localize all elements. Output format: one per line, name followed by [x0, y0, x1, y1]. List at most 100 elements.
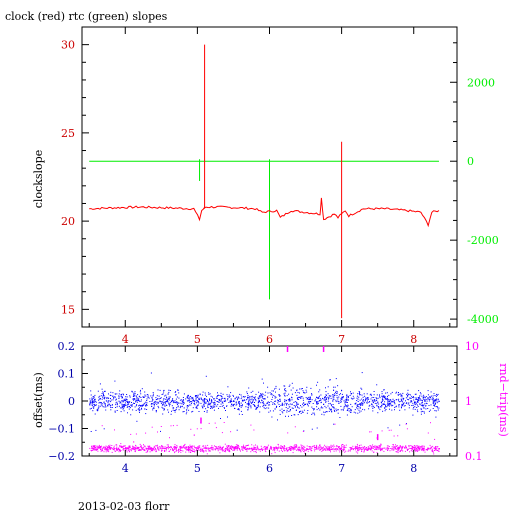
rnd-trip-point [190, 450, 192, 451]
offset-point [316, 403, 318, 405]
offset-point [436, 402, 438, 404]
offset-point [279, 409, 281, 411]
rnd-trip-point [99, 447, 101, 448]
rnd-trip-point [188, 446, 190, 448]
offset-point [221, 401, 223, 403]
offset-point [311, 413, 313, 415]
offset-point [216, 401, 218, 402]
offset-point [419, 396, 420, 398]
offset-point [159, 400, 161, 402]
offset-point [384, 407, 386, 409]
rnd-trip-point [320, 447, 322, 449]
offset-point [136, 397, 138, 399]
offset-point [424, 397, 426, 399]
offset-point [265, 404, 267, 406]
offset-point [333, 396, 335, 398]
rnd-trip-point [383, 447, 385, 449]
offset-point [232, 404, 234, 406]
rnd-trip-point [217, 446, 219, 447]
offset-point [139, 391, 141, 393]
offset-point [219, 395, 221, 396]
top-y2-tick-label: 2000 [467, 76, 495, 89]
rnd-trip-point [265, 447, 267, 449]
rnd-trip-point [429, 444, 431, 446]
offset-point [384, 396, 386, 397]
offset-point [433, 402, 435, 404]
bottom-x-tick-label: 5 [194, 462, 201, 475]
offset-point [246, 393, 248, 394]
offset-point [131, 402, 132, 403]
offset-point [186, 397, 188, 399]
offset-point [110, 407, 112, 408]
offset-point [258, 398, 260, 400]
offset-point [359, 394, 360, 396]
rnd-trip-point [332, 448, 333, 450]
offset-point [429, 396, 430, 398]
offset-point [407, 394, 409, 396]
rnd-trip-point [176, 450, 177, 452]
offset-point [177, 389, 179, 391]
rnd-trip-point [229, 448, 231, 450]
offset-point [379, 409, 381, 411]
rnd-trip-point [167, 444, 169, 446]
offset-point [178, 402, 180, 404]
rnd-trip-point [208, 422, 210, 424]
offset-point [200, 402, 202, 404]
offset-point [114, 397, 116, 399]
rnd-trip-point [259, 448, 261, 450]
rnd-trip-point [129, 446, 130, 448]
rnd-trip-point [400, 446, 402, 448]
rnd-trip-point [159, 446, 161, 448]
offset-point [394, 402, 396, 404]
offset-point [329, 379, 331, 381]
offset-point [101, 393, 103, 394]
offset-point [126, 403, 128, 405]
offset-point [303, 392, 305, 394]
rnd-trip-point [328, 449, 329, 451]
rnd-trip-point [97, 447, 99, 449]
rnd-trip-point [328, 449, 330, 451]
rnd-trip-point [303, 448, 305, 450]
offset-point [139, 411, 140, 413]
offset-point [121, 405, 123, 407]
offset-point [148, 397, 150, 399]
offset-point [284, 389, 285, 391]
rnd-trip-point [339, 448, 341, 450]
rnd-trip-point [108, 449, 110, 451]
offset-point [318, 396, 320, 398]
rnd-trip-point [228, 445, 230, 446]
offset-point [155, 411, 157, 413]
rnd-trip-point [313, 448, 315, 450]
offset-point [174, 391, 176, 393]
rnd-trip-point [363, 447, 365, 449]
rnd-trip-point [373, 451, 375, 453]
rnd-trip-point [170, 446, 172, 448]
offset-point [204, 400, 206, 402]
offset-point [301, 396, 303, 398]
offset-point [347, 405, 349, 407]
offset-point [104, 390, 106, 392]
rnd-trip-point [247, 447, 248, 449]
rnd-trip-point [160, 426, 162, 427]
offset-point [373, 391, 375, 392]
offset-point [254, 398, 256, 400]
rnd-trip-point [376, 446, 378, 448]
rnd-trip-point [245, 448, 246, 450]
rnd-trip-point [240, 450, 241, 452]
offset-point [139, 404, 141, 406]
offset-point [366, 400, 368, 402]
rnd-trip-point [348, 449, 350, 451]
offset-point [242, 404, 243, 406]
rnd-trip-point [376, 446, 378, 448]
offset-point [333, 406, 335, 408]
offset-point [173, 400, 175, 402]
rnd-trip-point [410, 450, 412, 452]
offset-point [344, 402, 346, 404]
offset-point [409, 397, 411, 399]
offset-point [397, 393, 399, 395]
offset-point [247, 409, 249, 411]
rnd-trip-point [131, 448, 133, 450]
offset-point [366, 402, 368, 404]
offset-point [91, 404, 93, 406]
offset-point [387, 395, 388, 397]
